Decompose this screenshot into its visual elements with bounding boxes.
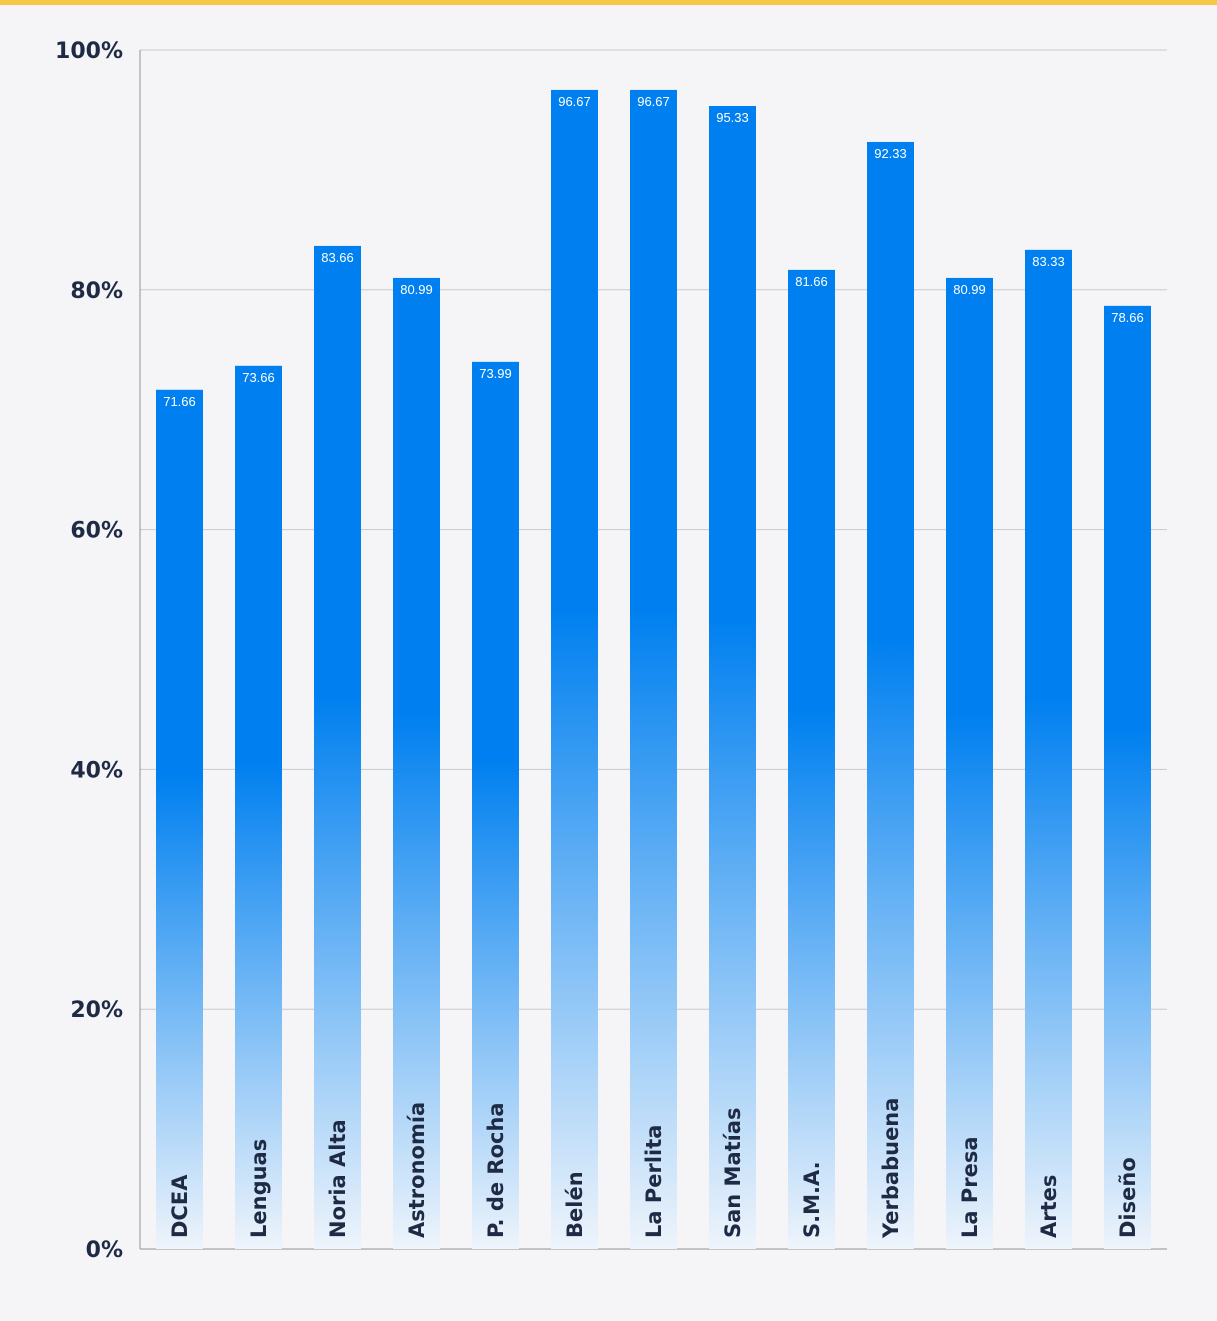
bar (1104, 305, 1151, 1250)
category-label: San Matías (721, 1107, 745, 1238)
category-label: La Presa (958, 1136, 982, 1238)
y-tick-label: 20% (70, 998, 123, 1023)
bar (393, 277, 440, 1249)
bar-value-label: 78.66 (1111, 310, 1144, 325)
bar (156, 389, 203, 1249)
bar (867, 141, 914, 1250)
bar (709, 105, 756, 1250)
category-label: Diseño (1116, 1157, 1140, 1238)
bar-value-label: 96.67 (637, 94, 670, 109)
bar-value-label: 92.33 (874, 146, 907, 161)
bar-value-label: 96.67 (558, 94, 591, 109)
bars: 71.66 73.66 83.66 80.99 73.99 96.67 96.67 95.33… (156, 89, 1151, 1250)
category-label: Artes (1037, 1175, 1061, 1238)
category-label: Lenguas (247, 1139, 271, 1238)
category-label: DCEA (168, 1174, 192, 1238)
category-label: Belén (563, 1171, 587, 1238)
bar-value-label: 83.66 (321, 250, 354, 265)
bar-value-label: 95.33 (716, 110, 749, 125)
bar (472, 361, 519, 1250)
bar-value-label: 73.99 (479, 366, 512, 381)
bar (630, 89, 677, 1249)
category-label: La Perlita (642, 1125, 666, 1238)
bar-value-label: 71.66 (163, 394, 196, 409)
bar-value-label: 80.99 (953, 282, 986, 297)
category-label: S.M.A. (800, 1161, 824, 1238)
bar (314, 245, 361, 1249)
bar (551, 89, 598, 1249)
category-label: Yerbabuena (879, 1098, 903, 1239)
y-tick-label: 0% (86, 1238, 123, 1263)
category-label: P. de Rocha (484, 1102, 508, 1238)
y-tick-label: 80% (70, 279, 123, 304)
bar (235, 365, 282, 1249)
bar-value-label: 73.66 (242, 370, 275, 385)
bar-value-label: 80.99 (400, 282, 433, 297)
bar (788, 269, 835, 1249)
gridlines (139, 49, 1167, 1250)
bar (1025, 249, 1072, 1250)
y-tick-label: 40% (70, 758, 123, 783)
top-accent-bar (0, 0, 1217, 5)
category-label: Noria Alta (326, 1119, 350, 1238)
y-tick-label: 100% (55, 39, 123, 64)
category-label: Astronomía (405, 1102, 429, 1238)
y-tick-label: 60% (70, 519, 123, 544)
bar (946, 277, 993, 1249)
bar-value-label: 83.33 (1032, 254, 1065, 269)
bar-value-label: 81.66 (795, 274, 828, 289)
y-axis-ticks: 0% 20% 40% 60% 80% 100% (55, 39, 123, 1263)
category-labels: DCEA Lenguas Noria Alta Astronomía P. de Roc… (168, 1098, 1140, 1239)
